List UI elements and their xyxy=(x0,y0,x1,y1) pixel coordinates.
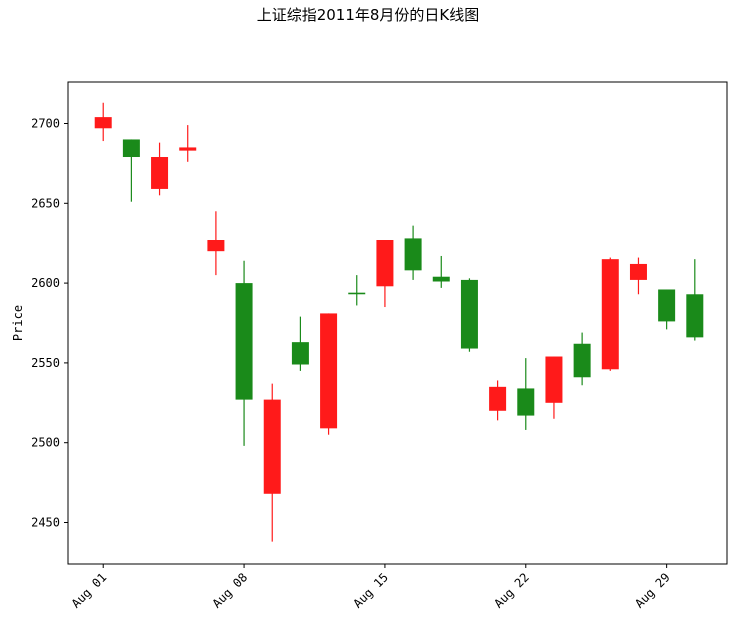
candle xyxy=(517,358,535,430)
candle xyxy=(122,139,140,202)
candle xyxy=(151,142,169,196)
candle-body xyxy=(686,294,704,338)
candle-body xyxy=(151,157,169,189)
y-tick-label: 2550 xyxy=(31,356,60,370)
candle-body xyxy=(263,399,281,494)
x-tick-label: Aug 01 xyxy=(69,570,110,611)
candle xyxy=(573,332,591,386)
candle-body xyxy=(460,279,478,349)
candle xyxy=(432,255,450,288)
candle-body xyxy=(348,292,366,295)
candle xyxy=(263,383,281,542)
plot-frame xyxy=(67,81,728,565)
candle-body xyxy=(179,147,197,151)
candle-body xyxy=(94,117,112,129)
x-axis-ticks: Aug 01 Aug 08 Aug 15 Aug 22 Aug 29 xyxy=(69,564,673,611)
candle xyxy=(291,316,309,371)
chart-title: 上证综指2011年8月份的日K线图 xyxy=(256,6,480,24)
candle xyxy=(348,275,366,306)
y-tick-label: 2700 xyxy=(31,116,60,130)
candle xyxy=(658,289,676,330)
candles-group xyxy=(94,102,704,542)
x-tick-label: Aug 08 xyxy=(210,570,251,611)
candle-body xyxy=(489,386,507,411)
candle xyxy=(686,259,704,341)
candle xyxy=(601,257,619,371)
candle-body xyxy=(235,283,253,400)
candle xyxy=(94,102,112,142)
candle-body xyxy=(629,263,647,280)
candle xyxy=(235,260,253,446)
candle-body xyxy=(545,356,563,403)
candle-body xyxy=(404,238,422,271)
candle-body xyxy=(432,276,450,282)
candle-body xyxy=(573,343,591,378)
candle-body xyxy=(291,342,309,365)
candle xyxy=(320,313,338,435)
y-axis-ticks: 2450 2500 2550 2600 2650 2700 xyxy=(31,116,68,530)
candle-body xyxy=(320,313,338,429)
candle xyxy=(545,356,563,419)
y-tick-label: 2450 xyxy=(31,516,60,530)
x-tick-label: Aug 29 xyxy=(632,570,673,611)
candle xyxy=(489,380,507,421)
y-axis-label: Price xyxy=(11,305,25,341)
y-tick-label: 2500 xyxy=(31,436,60,450)
candle-body xyxy=(376,240,394,287)
candle xyxy=(404,225,422,280)
candle xyxy=(629,257,647,295)
candle-body xyxy=(601,259,619,370)
candle-body xyxy=(517,388,535,416)
candle xyxy=(460,278,478,352)
candle-body xyxy=(122,139,140,158)
candle-body xyxy=(207,240,225,252)
x-tick-label: Aug 15 xyxy=(350,570,391,611)
candle xyxy=(179,125,197,162)
y-tick-label: 2600 xyxy=(31,276,60,290)
y-tick-label: 2650 xyxy=(31,196,60,210)
candle-body xyxy=(658,289,676,322)
candle xyxy=(207,211,225,276)
x-tick-label: Aug 22 xyxy=(491,570,532,611)
candle xyxy=(376,240,394,308)
